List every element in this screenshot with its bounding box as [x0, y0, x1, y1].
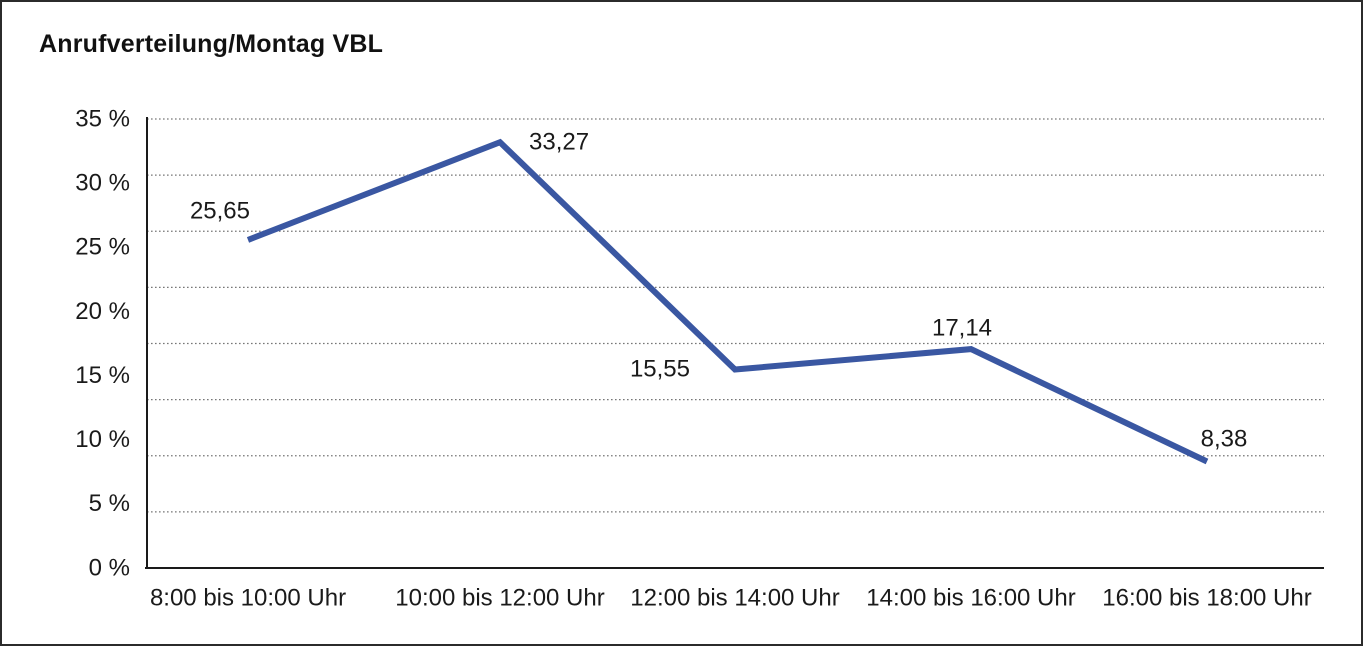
data-point-label: 25,65 — [190, 197, 250, 224]
x-tick-label: 10:00 bis 12:00 Uhr — [395, 584, 604, 611]
y-tick-label: 10 % — [75, 426, 130, 453]
series-line — [246, 138, 1209, 465]
y-tick-label: 15 % — [75, 362, 130, 389]
data-point-label: 17,14 — [932, 314, 992, 341]
y-tick-label: 35 % — [75, 105, 130, 132]
chart-title: Anrufverteilung/Montag VBL — [39, 30, 384, 58]
x-tick-label: 12:00 bis 14:00 Uhr — [630, 584, 839, 611]
y-tick-label: 30 % — [75, 169, 130, 196]
x-tick-label: 8:00 bis 10:00 Uhr — [150, 584, 346, 611]
x-tick-label: 14:00 bis 16:00 Uhr — [866, 584, 1075, 611]
data-point-label: 8,38 — [1201, 425, 1248, 452]
x-tick-label: 16:00 bis 18:00 Uhr — [1102, 584, 1311, 611]
data-point-label: 33,27 — [529, 128, 589, 155]
y-tick-label: 0 % — [89, 554, 130, 581]
y-tick-label: 20 % — [75, 298, 130, 325]
y-tick-label: 5 % — [89, 490, 130, 517]
y-tick-label: 25 % — [75, 234, 130, 261]
data-point-label: 15,55 — [630, 355, 690, 382]
